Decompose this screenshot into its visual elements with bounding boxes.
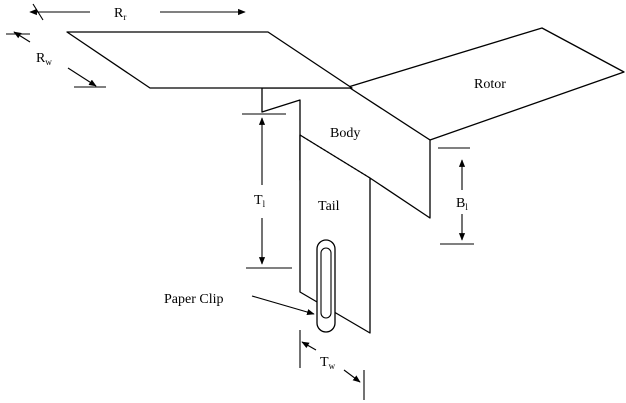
paper-clip-label: Paper Clip	[164, 292, 224, 307]
rotor-width-label: Rw	[36, 51, 52, 67]
paper-clip-pointer-arrow	[251, 295, 315, 316]
tail-label: Tail	[318, 199, 340, 214]
tail-width-label: Tw	[320, 355, 336, 371]
rotor-label: Rotor	[474, 77, 506, 92]
tail-length-label: Tl	[254, 193, 266, 209]
rotor-width-arrow-up	[13, 31, 31, 43]
fold-line	[299, 134, 371, 179]
rotor-width-arrow-down	[67, 67, 97, 87]
rotor-length-label: Rr	[114, 6, 126, 22]
paper-clip-icon	[316, 239, 336, 333]
tail-width-arrow-right	[343, 369, 361, 383]
body-length-label: Bl	[456, 196, 468, 212]
rotor-length-tick	[32, 3, 44, 21]
tail-width-arrow-left	[301, 341, 317, 351]
left-rotor-blade	[66, 31, 353, 89]
body-label: Body	[330, 126, 360, 141]
